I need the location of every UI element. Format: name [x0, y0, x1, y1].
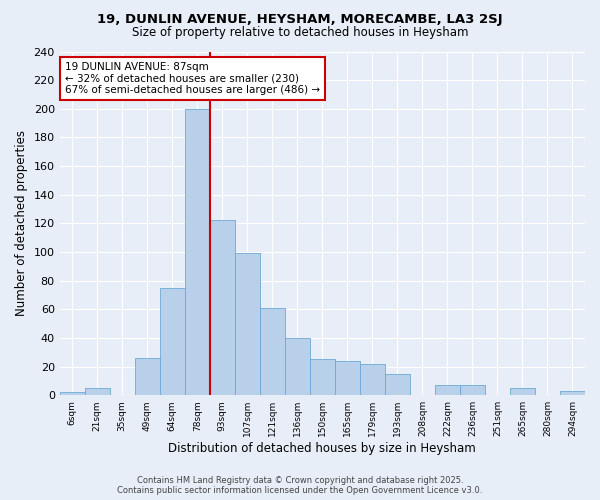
Bar: [85, 388, 110, 395]
Bar: [160, 288, 185, 395]
Bar: [135, 358, 160, 395]
X-axis label: Distribution of detached houses by size in Heysham: Distribution of detached houses by size …: [169, 442, 476, 455]
Bar: [460, 385, 485, 395]
Bar: [360, 364, 385, 395]
Text: Contains HM Land Registry data © Crown copyright and database right 2025.
Contai: Contains HM Land Registry data © Crown c…: [118, 476, 482, 495]
Bar: [235, 254, 260, 395]
Text: 19, DUNLIN AVENUE, HEYSHAM, MORECAMBE, LA3 2SJ: 19, DUNLIN AVENUE, HEYSHAM, MORECAMBE, L…: [97, 12, 503, 26]
Bar: [510, 388, 535, 395]
Y-axis label: Number of detached properties: Number of detached properties: [15, 130, 28, 316]
Bar: [335, 361, 360, 395]
Bar: [210, 220, 235, 395]
Bar: [435, 385, 460, 395]
Bar: [185, 109, 210, 395]
Text: 19 DUNLIN AVENUE: 87sqm
← 32% of detached houses are smaller (230)
67% of semi-d: 19 DUNLIN AVENUE: 87sqm ← 32% of detache…: [65, 62, 320, 95]
Text: Size of property relative to detached houses in Heysham: Size of property relative to detached ho…: [132, 26, 468, 39]
Bar: [285, 338, 310, 395]
Bar: [560, 391, 585, 395]
Bar: [385, 374, 410, 395]
Bar: [59, 392, 85, 395]
Bar: [310, 360, 335, 395]
Bar: [260, 308, 285, 395]
